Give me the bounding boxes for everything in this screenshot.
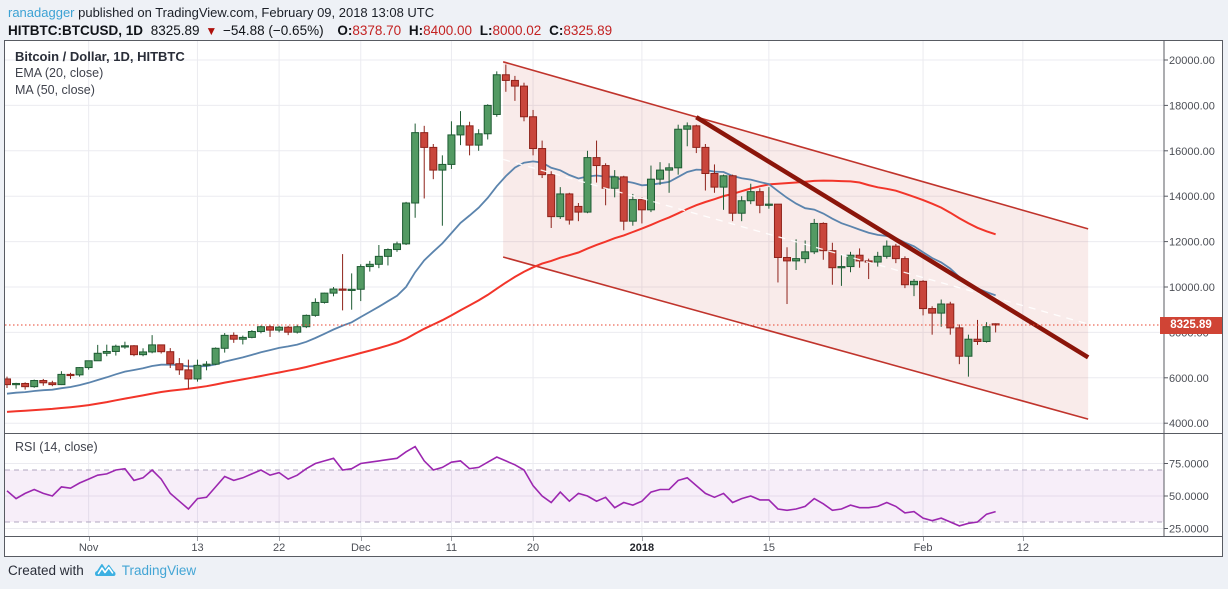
svg-text:18000.00: 18000.00 xyxy=(1169,100,1215,112)
tradingview-brand-link[interactable]: TradingView xyxy=(121,563,197,578)
symbol-quote-row: HITBTC:BTCUSD, 1D 8325.89 ▼ −54.88 (−0.6… xyxy=(8,22,1108,40)
time-tick-label: Feb xyxy=(913,542,933,554)
down-arrow-icon: ▼ xyxy=(205,24,218,38)
high-label: H: xyxy=(408,23,424,38)
time-tick-label: 22 xyxy=(272,542,286,554)
close-label: C: xyxy=(549,23,564,38)
time-tick-label: 2018 xyxy=(629,542,655,554)
channel-upper-line xyxy=(502,61,1089,230)
time-tick-mark xyxy=(533,537,535,541)
trendline-drawing xyxy=(695,115,1090,360)
svg-text:75.0000: 75.0000 xyxy=(1169,459,1209,471)
time-tick-label: 11 xyxy=(445,542,458,554)
chart-legend: Bitcoin / Dollar, 1D, HITBTC EMA (20, cl… xyxy=(15,48,185,99)
price-chart-canvas[interactable]: 20000.00 18000.00 16000.00 14000.00 12000.00… xyxy=(5,41,1222,433)
svg-text:4000.00: 4000.00 xyxy=(1169,418,1209,430)
rsi-chart-canvas[interactable]: 75.0000 50.0000 25.0000 xyxy=(5,434,1222,536)
ema-legend: EMA (20, close) xyxy=(15,66,104,80)
last-price-axis-tag: 8325.89 xyxy=(1160,316,1222,334)
chart-frame: 20000.00 18000.00 16000.00 14000.00 12000.00… xyxy=(4,40,1223,557)
close-value: 8325.89 xyxy=(563,23,613,38)
svg-text:16000.00: 16000.00 xyxy=(1169,146,1215,158)
time-tick-mark xyxy=(360,537,362,541)
ma50-line xyxy=(6,179,996,413)
svg-text:50.0000: 50.0000 xyxy=(1169,491,1209,503)
rsi-grid xyxy=(5,434,1164,536)
ma-legend: MA (50, close) xyxy=(15,83,95,97)
open-value: 8378.70 xyxy=(352,23,402,38)
channel-midline xyxy=(502,158,1089,325)
footer: Created with TradingView xyxy=(8,562,196,579)
svg-text:10000.00: 10000.00 xyxy=(1169,282,1215,294)
ema20-line xyxy=(6,160,996,395)
svg-text:25.0000: 25.0000 xyxy=(1169,524,1209,536)
time-tick-label: Dec xyxy=(350,542,371,554)
svg-text:12000.00: 12000.00 xyxy=(1169,237,1215,249)
byline: ranadagger published on TradingView.com,… xyxy=(8,4,1108,21)
author-link[interactable]: ranadagger xyxy=(8,5,75,20)
time-tick-label: 15 xyxy=(762,542,775,554)
rsi-band xyxy=(5,470,1164,522)
symbol-name: HITBTC:BTCUSD, 1D xyxy=(8,23,143,38)
time-tick-mark xyxy=(923,537,925,541)
created-with-text: Created with xyxy=(8,563,84,578)
time-tick-mark xyxy=(451,537,453,541)
time-tick-mark xyxy=(279,537,281,541)
price-grid xyxy=(5,41,1164,433)
time-tick-label: Nov xyxy=(78,542,99,554)
byline-text: published on TradingView.com, February 0… xyxy=(74,5,435,20)
chart-title: Bitcoin / Dollar, 1D, HITBTC xyxy=(15,49,185,64)
rsi-pane[interactable]: 75.0000 50.0000 25.0000 RSI (14, close) xyxy=(5,433,1222,536)
open-label: O: xyxy=(337,23,353,38)
svg-text:20000.00: 20000.00 xyxy=(1169,55,1215,67)
tradingview-logo-icon xyxy=(94,564,116,576)
price-axis-labels: 20000.00 18000.00 16000.00 14000.00 12000.00… xyxy=(1163,41,1215,433)
svg-text:14000.00: 14000.00 xyxy=(1169,191,1215,203)
time-tick-mark xyxy=(88,537,90,541)
svg-text:6000.00: 6000.00 xyxy=(1169,373,1209,385)
low-value: 8000.02 xyxy=(492,23,542,38)
time-tick-label: 12 xyxy=(1016,542,1029,554)
candles-layer xyxy=(5,64,1000,390)
time-tick-mark xyxy=(641,537,643,541)
rsi-line xyxy=(6,445,996,527)
main-price-pane[interactable]: 20000.00 18000.00 16000.00 14000.00 12000.00… xyxy=(5,41,1222,433)
time-axis[interactable]: Nov 13 22 Dec 11 20 2018 15 Feb 12 xyxy=(5,536,1222,556)
time-tick-label: 13 xyxy=(191,542,204,554)
last-price: 8325.89 xyxy=(150,23,200,38)
time-tick-mark xyxy=(768,537,770,541)
rsi-axis-labels: 75.0000 50.0000 25.0000 xyxy=(1163,434,1209,536)
channel-lower-line xyxy=(502,256,1089,420)
high-value: 8400.00 xyxy=(423,23,472,38)
time-tick-label: 20 xyxy=(526,542,540,554)
time-tick-mark xyxy=(1022,537,1024,541)
price-change: −54.88 (−0.65%) xyxy=(223,23,324,38)
snapshot-header: ranadagger published on TradingView.com,… xyxy=(8,4,1108,40)
low-label: L: xyxy=(479,23,493,38)
time-tick-mark xyxy=(197,537,199,541)
rsi-legend: RSI (14, close) xyxy=(15,440,98,454)
